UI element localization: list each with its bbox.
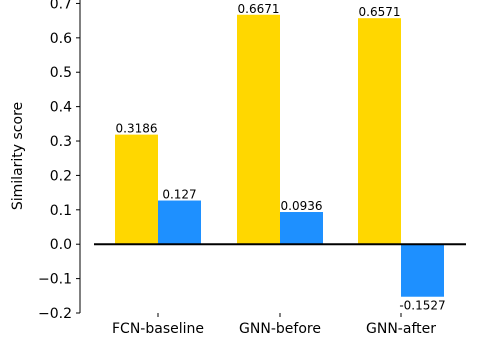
- data-label: 0.0936: [281, 199, 323, 213]
- y-tick-label: −0.1: [38, 272, 72, 288]
- y-tick-label: 0.3: [50, 134, 72, 150]
- x-tick-label: FCN-baseline: [112, 321, 204, 337]
- bar: [401, 244, 444, 297]
- y-tick-label: 0.2: [50, 168, 72, 184]
- y-tick-label: 0.5: [50, 65, 72, 81]
- data-labels-layer: 0.3186 0.6671 0.6571 0.127 0.0936 -0.1527: [116, 2, 446, 313]
- bar: [115, 134, 158, 245]
- bar: [158, 200, 201, 245]
- bar: [237, 14, 280, 245]
- y-tick-label: 0.1: [50, 203, 72, 219]
- y-tick-label: 0.7: [50, 0, 72, 12]
- x-tick-label: GNN-before: [239, 321, 321, 337]
- bar: [358, 18, 401, 245]
- data-label: 0.127: [162, 188, 196, 202]
- x-axis: FCN-baseline GNN-before GNN-after: [112, 313, 436, 337]
- y-tick-label: −0.2: [38, 306, 72, 322]
- data-label: 0.6671: [238, 2, 280, 16]
- data-label: 0.3186: [116, 122, 158, 136]
- y-tick-label: 0.6: [50, 31, 72, 47]
- y-tick-label: 0.4: [50, 100, 72, 116]
- bars-layer: [115, 14, 444, 297]
- bar: [280, 212, 323, 245]
- y-tick-label: 0.0: [50, 237, 72, 253]
- data-label: 0.6571: [359, 5, 401, 19]
- y-axis-title: Similarity score: [10, 102, 26, 210]
- y-axis: −0.2 −0.1 0.0 0.1 0.2 0.3 0.4 0.5 0.6 0.7: [38, 0, 81, 322]
- data-label: -0.1527: [399, 299, 445, 313]
- x-tick-label: GNN-after: [366, 321, 436, 337]
